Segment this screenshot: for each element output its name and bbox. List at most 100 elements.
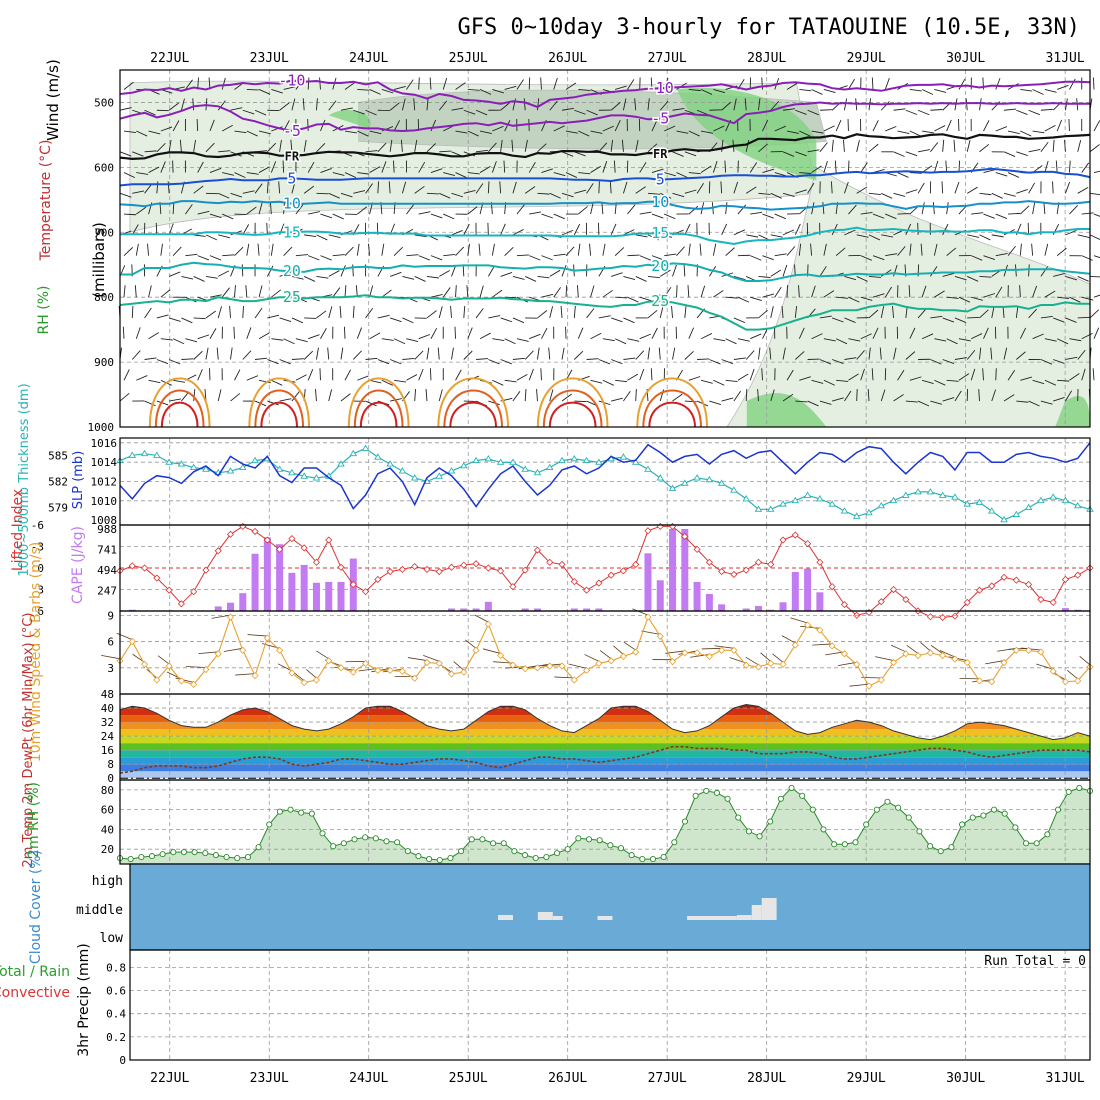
- y-tick-label: 494: [97, 564, 117, 577]
- wind-barb: [180, 98, 185, 111]
- wind-barb: [1028, 109, 1040, 116]
- wind-barb: [340, 265, 346, 277]
- rh-2m-point: [809, 806, 816, 813]
- wind-barb: [218, 234, 230, 239]
- wind-barb: [218, 150, 231, 153]
- wind-barb: [217, 100, 226, 111]
- cape-bar: [779, 602, 787, 611]
- wind-barb: [684, 189, 697, 194]
- cloud-cover-block: [498, 915, 513, 920]
- wind-barb: [795, 400, 808, 403]
- wind-barb: [823, 379, 835, 386]
- lifted-index-point: [226, 530, 235, 538]
- wind-barb: [758, 98, 761, 111]
- wind-barb: [193, 276, 205, 282]
- wind-barb: [1093, 213, 1100, 217]
- wind-speed-point: [533, 664, 542, 672]
- thickness-point: [545, 463, 554, 471]
- wind-barb: [574, 189, 587, 194]
- cape-bar: [276, 544, 284, 611]
- wind-barb: [541, 255, 553, 261]
- rh-2m-point: [468, 836, 475, 843]
- wind-barb: [1044, 338, 1057, 342]
- lifted-index-point: [840, 600, 848, 609]
- wind-barb-10m: [690, 654, 710, 658]
- wind-barb: [725, 379, 738, 383]
- wind-barb: [209, 213, 222, 219]
- wind-barb: [958, 338, 971, 342]
- wind-barb-10m: [474, 614, 489, 623]
- wind-speed-point: [214, 650, 222, 658]
- wind-barb: [672, 151, 684, 157]
- wind-barb: [344, 369, 352, 381]
- wind-barb: [1069, 338, 1082, 342]
- wind-barb: [979, 347, 982, 360]
- wind-barb: [1032, 130, 1045, 134]
- wind-barb: [835, 338, 848, 345]
- wind-barb: [921, 285, 927, 298]
- lifted-index-point: [325, 536, 333, 544]
- isotherm-label: FR: [285, 150, 300, 164]
- upper-air-panel: [119, 69, 1091, 428]
- lifted-index-axis-label: Lifted Index: [10, 489, 26, 571]
- wind-barb: [246, 130, 258, 137]
- cape-bar: [472, 608, 480, 611]
- wind-speed-point: [460, 668, 468, 676]
- wind-barb: [782, 393, 794, 402]
- wind-barb: [721, 359, 734, 365]
- rh-2m-point: [415, 853, 422, 860]
- precip-axis-label: 3hr Precip (mm): [76, 943, 92, 1056]
- wind-barb: [786, 369, 794, 381]
- wind-barb: [197, 369, 203, 381]
- wind-barb: [271, 289, 282, 298]
- wind-barb: [676, 172, 688, 178]
- wind-barb: [209, 294, 222, 298]
- wind-barb: [639, 333, 651, 340]
- wind-barb: [295, 374, 307, 381]
- thickness-point: [779, 500, 787, 507]
- wind-barb: [258, 285, 263, 298]
- date-label-bottom: 24JUL: [349, 1071, 388, 1086]
- wind-barb: [193, 350, 203, 360]
- boundary-layer-contour: [359, 401, 398, 428]
- wind-barb: [958, 160, 961, 173]
- thickness-point: [361, 444, 370, 451]
- wind-barb: [1028, 182, 1035, 194]
- cloud-level-label: middle: [76, 903, 123, 918]
- wind-speed-point: [804, 621, 812, 629]
- isotherm-line: [119, 133, 1091, 161]
- thickness-point: [509, 458, 517, 465]
- wind-barb: [561, 151, 574, 157]
- wind-barb: [687, 285, 690, 298]
- thickness-point: [165, 458, 173, 465]
- wind-barb: [995, 253, 1008, 257]
- wind-barb: [455, 369, 462, 381]
- wind-barb: [872, 213, 885, 219]
- wind-barb: [475, 183, 484, 194]
- wind-barb: [885, 125, 897, 132]
- rh-2m-point: [308, 810, 315, 817]
- wind-barb: [860, 212, 873, 215]
- wind-barb-10m: [714, 645, 734, 649]
- wind-barb: [819, 109, 832, 111]
- wind-barb: [156, 400, 169, 406]
- wind-speed-point: [1000, 658, 1008, 667]
- wind-barb: [819, 400, 832, 405]
- wind-barb: [979, 234, 991, 241]
- wind-barb: [700, 379, 713, 384]
- wind-barb: [316, 143, 326, 153]
- wind-barb: [860, 368, 865, 381]
- wind-barb: [696, 182, 704, 194]
- wind-barb: [537, 192, 550, 195]
- date-label-bottom: 22JUL: [150, 1071, 189, 1086]
- wind-barb: [516, 254, 529, 257]
- lifted-index-point: [1025, 580, 1033, 589]
- wind-barb: [119, 192, 132, 198]
- wind-speed-point: [362, 659, 370, 667]
- thickness-point: [202, 465, 210, 472]
- rh-2m-point: [532, 855, 539, 862]
- wind-10m-axis-label: 10m Wind Speed & Barbs (m/s): [28, 542, 44, 762]
- wind-barb: [880, 389, 886, 402]
- wind-barb: [1016, 351, 1026, 360]
- wind-barb: [426, 347, 430, 360]
